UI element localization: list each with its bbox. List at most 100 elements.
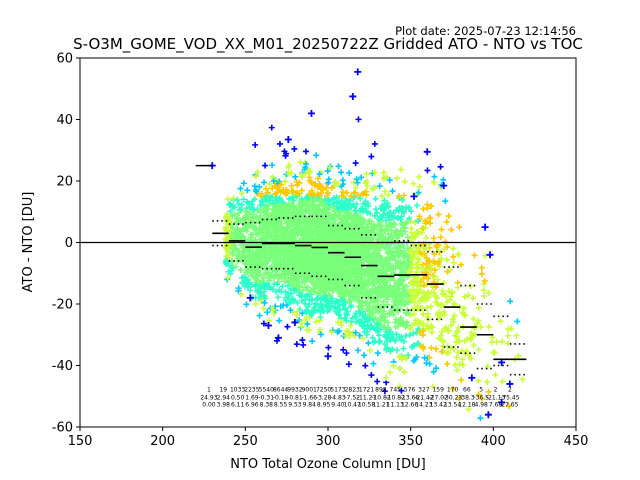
density-point — [233, 231, 240, 238]
density-point — [499, 338, 506, 345]
density-point — [311, 288, 318, 295]
density-point — [408, 344, 415, 351]
density-point — [421, 250, 428, 257]
density-point — [329, 245, 336, 252]
density-point — [383, 222, 390, 229]
density-point — [475, 391, 482, 398]
density-point — [290, 235, 297, 242]
density-point — [263, 235, 270, 242]
density-point — [300, 341, 307, 348]
density-point — [365, 254, 372, 261]
density-point — [335, 319, 342, 326]
density-point — [396, 383, 403, 390]
density-point — [397, 306, 404, 313]
density-point — [299, 209, 306, 216]
density-point — [230, 243, 237, 250]
density-point — [270, 200, 277, 207]
density-point — [320, 286, 327, 293]
density-point — [346, 332, 353, 339]
density-point — [357, 195, 364, 202]
density-point — [253, 261, 260, 268]
density-point — [443, 324, 450, 331]
density-point — [262, 295, 269, 302]
density-point — [434, 301, 441, 308]
bin-annotation-text: 19 — [219, 387, 227, 394]
density-point — [282, 234, 289, 241]
density-point — [282, 297, 289, 304]
density-point — [305, 303, 312, 310]
density-point — [325, 176, 332, 183]
density-point — [331, 208, 338, 215]
density-point — [370, 226, 377, 233]
density-point — [309, 338, 316, 345]
density-point — [276, 236, 283, 243]
density-point — [303, 215, 310, 222]
density-point — [324, 168, 331, 175]
density-point — [455, 251, 462, 258]
density-point — [390, 302, 397, 309]
bin-annotation-text: 8644 — [273, 387, 288, 394]
density-point — [449, 385, 456, 392]
density-point — [278, 221, 285, 228]
density-point — [362, 236, 369, 243]
density-point — [333, 236, 340, 243]
x-tick-label: 150 — [68, 434, 93, 449]
outlier-point — [354, 68, 362, 76]
density-point — [307, 231, 314, 238]
density-point — [279, 231, 286, 238]
density-point — [238, 257, 245, 264]
density-point — [388, 308, 395, 315]
density-point — [275, 275, 282, 282]
density-point — [409, 306, 416, 313]
density-point — [347, 250, 354, 257]
density-point — [280, 302, 287, 309]
density-point — [227, 270, 234, 277]
density-point — [368, 288, 375, 295]
density-point — [297, 319, 304, 326]
density-point — [412, 278, 419, 285]
density-point — [315, 263, 322, 270]
density-point — [279, 205, 286, 212]
density-point — [329, 281, 336, 288]
density-point — [245, 283, 252, 290]
density-point — [288, 261, 295, 268]
density-point — [372, 195, 379, 202]
y-tick-label: -20 — [52, 298, 73, 313]
bin-annotation-text: -75.45 — [500, 394, 520, 401]
density-point — [253, 215, 260, 222]
density-point — [387, 247, 394, 254]
density-point — [377, 326, 384, 333]
bin-annotation-text: -0.31 — [259, 394, 275, 401]
density-point — [252, 283, 259, 290]
density-point — [226, 262, 233, 269]
density-point — [459, 356, 466, 363]
density-point — [454, 327, 461, 334]
density-point — [376, 317, 383, 324]
density-point — [276, 317, 283, 324]
density-point — [424, 205, 431, 212]
density-point — [508, 325, 515, 332]
density-point — [269, 206, 276, 213]
density-point — [308, 187, 315, 194]
density-point — [385, 203, 392, 210]
y-tick-label: 20 — [56, 175, 73, 190]
density-point — [256, 225, 263, 232]
density-point — [423, 234, 430, 241]
density-point — [401, 224, 408, 231]
density-point — [254, 287, 261, 294]
density-point — [317, 314, 324, 321]
density-point — [230, 195, 237, 202]
density-point — [294, 299, 301, 306]
density-point — [445, 213, 452, 220]
outlier-point — [506, 380, 514, 388]
density-point — [408, 208, 415, 215]
density-point — [443, 256, 450, 263]
density-point — [316, 183, 323, 190]
density-point — [437, 163, 444, 170]
density-point — [341, 256, 348, 263]
density-point — [395, 193, 402, 200]
density-point — [412, 219, 419, 226]
plot-date-subtitle: Plot date: 2025-07-23 12:14:56 — [395, 24, 576, 38]
density-point — [303, 326, 310, 333]
density-point — [274, 281, 281, 288]
